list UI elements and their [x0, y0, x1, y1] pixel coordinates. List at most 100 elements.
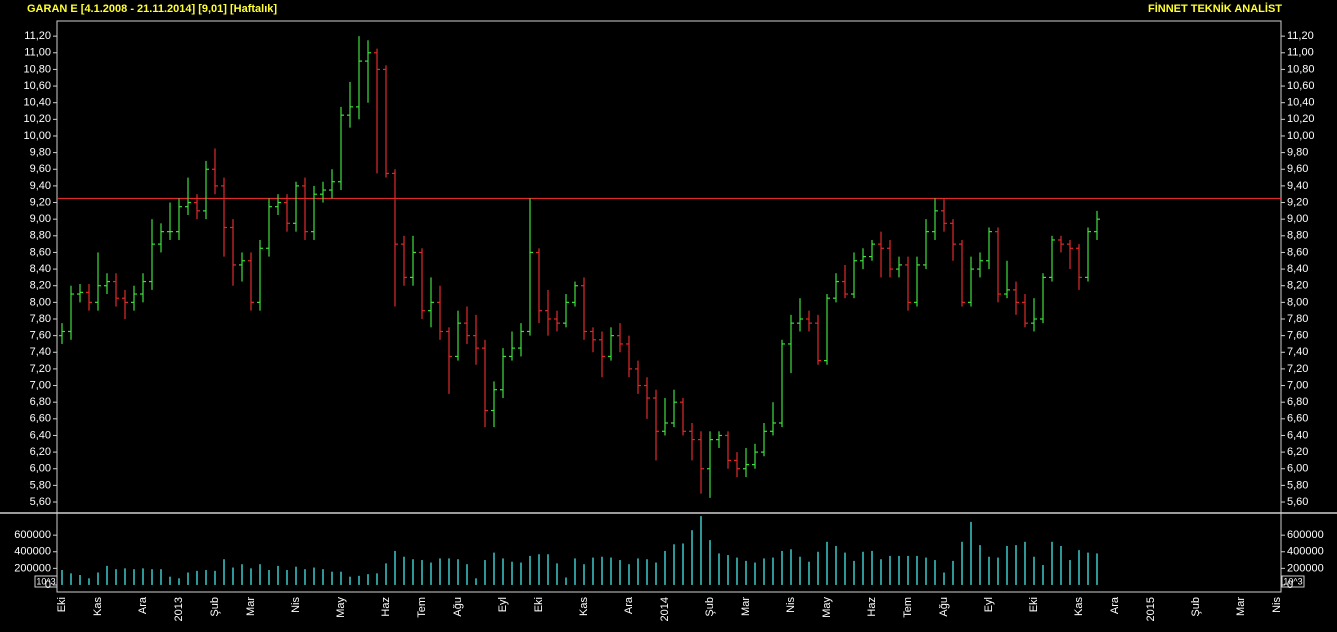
x-tick-label: Eki	[1028, 597, 1040, 612]
y-tick-label: 9,20	[30, 196, 51, 208]
y-tick-label: 10,40	[23, 97, 51, 109]
y-tick-label: 10,00	[1287, 130, 1315, 142]
y-tick-label: 7,00	[30, 379, 51, 391]
x-tick-label: Eyl	[983, 597, 995, 612]
x-tick-label: Kas	[1073, 597, 1085, 616]
x-tick-label: Eki	[56, 597, 68, 612]
y-tick-label: 600000	[14, 529, 51, 541]
y-tick-label: 11,20	[24, 30, 51, 42]
y-tick-label: 10,60	[23, 80, 51, 92]
y-tick-label: 10,80	[23, 63, 51, 75]
x-tick-label: Ara	[1109, 596, 1121, 614]
x-tick-label: Şub	[209, 597, 221, 617]
y-tick-label: 11,00	[1287, 47, 1314, 59]
y-tick-label: 600000	[1287, 529, 1324, 541]
x-tick-label: Tem	[902, 597, 914, 618]
y-tick-label: 5,60	[1287, 496, 1308, 508]
y-tick-label: 9,60	[1287, 163, 1308, 175]
y-tick-label: 8,60	[30, 246, 51, 258]
y-tick-label: 6,80	[30, 396, 51, 408]
y-tick-label: 5,60	[30, 496, 51, 508]
y-tick-label: 9,00	[1287, 213, 1308, 225]
y-tick-label: 9,40	[1287, 180, 1308, 192]
y-tick-label: 6,00	[30, 463, 51, 475]
y-tick-label: 200000	[1287, 562, 1324, 574]
y-tick-label: 8,80	[30, 230, 51, 242]
unit-label: 10^3	[1283, 576, 1302, 586]
y-tick-label: 9,00	[30, 213, 51, 225]
x-tick-label: Ara	[623, 596, 635, 614]
brand: FİNNET TEKNİK ANALİST	[1148, 2, 1282, 15]
y-tick-label: 8,40	[30, 263, 51, 275]
y-tick-label: 8,00	[30, 296, 51, 308]
x-tick-label: Mar	[245, 597, 257, 616]
unit-box	[34, 575, 58, 588]
y-tick-label: 200000	[14, 562, 51, 574]
unit-label: 10^3	[36, 576, 55, 586]
x-tick-label: Eyl	[497, 597, 509, 612]
y-tick-label: 400000	[1287, 546, 1324, 558]
y-tick-label: 11,20	[1287, 30, 1314, 42]
plot-frame	[56, 20, 1282, 593]
y-tick-label: 5,80	[1287, 479, 1308, 491]
x-tick-label: Kas	[92, 597, 104, 616]
y-tick-label: 5,80	[30, 479, 51, 491]
y-tick-label: 6,20	[1287, 446, 1308, 458]
y-tick-label: 7,80	[1287, 313, 1308, 325]
y-tick-label: 7,40	[1287, 346, 1308, 358]
y-tick-label: 6,40	[1287, 429, 1308, 441]
y-tick-label: 9,60	[30, 163, 51, 175]
x-tick-label: Tem	[416, 597, 428, 618]
x-tick-label: Haz	[380, 597, 392, 617]
y-tick-label: 10,00	[23, 130, 51, 142]
x-tick-label: Şub	[704, 597, 716, 617]
y-tick-label: 8,40	[1287, 263, 1308, 275]
y-tick-label: 7,60	[1287, 330, 1308, 342]
y-tick-label: 7,20	[1287, 363, 1308, 375]
x-tick-label: Haz	[866, 597, 878, 617]
x-tick-label: Mar	[740, 597, 752, 616]
y-tick-label: 10,20	[1287, 113, 1315, 125]
x-tick-label: May	[335, 597, 347, 618]
y-tick-label: 7,60	[30, 330, 51, 342]
chart-title: GARAN E [4.1.2008 - 21.11.2014] [9,01] […	[27, 3, 277, 15]
y-tick-label: 10,80	[1287, 63, 1315, 75]
unit-box	[1281, 575, 1305, 588]
y-tick-label: 6,60	[30, 413, 51, 425]
y-tick-label: 0	[45, 579, 51, 591]
x-tick-label: Mar	[1235, 597, 1247, 616]
x-tick-label: 2014	[659, 597, 671, 621]
y-tick-label: 9,40	[30, 180, 51, 192]
y-tick-label: 10,20	[23, 113, 51, 125]
y-tick-label: 7,20	[30, 363, 51, 375]
y-tick-label: 8,20	[30, 280, 51, 292]
y-tick-label: 0	[1287, 579, 1293, 591]
x-tick-label: Ağu	[938, 597, 950, 617]
x-tick-label: Eki	[533, 597, 545, 612]
y-tick-label: 10,60	[1287, 80, 1315, 92]
x-tick-label: Nis	[290, 597, 302, 613]
x-tick-label: 2013	[173, 597, 185, 621]
x-tick-label: May	[821, 597, 833, 618]
y-tick-label: 9,80	[1287, 147, 1308, 159]
y-tick-label: 8,80	[1287, 230, 1308, 242]
x-tick-label: Nis	[1271, 597, 1283, 613]
x-tick-label: Ara	[137, 596, 149, 614]
y-tick-label: 7,80	[30, 313, 51, 325]
y-tick-label: 6,00	[1287, 463, 1308, 475]
y-tick-label: 6,80	[1287, 396, 1308, 408]
x-tick-label: Şub	[1190, 597, 1202, 617]
y-tick-label: 8,00	[1287, 296, 1308, 308]
y-tick-label: 8,20	[1287, 280, 1308, 292]
y-tick-label: 9,80	[30, 147, 51, 159]
y-tick-label: 11,00	[24, 47, 51, 59]
x-tick-label: Ağu	[452, 597, 464, 617]
y-tick-label: 6,20	[30, 446, 51, 458]
y-tick-label: 7,00	[1287, 379, 1308, 391]
y-tick-label: 6,40	[30, 429, 51, 441]
y-tick-label: 9,20	[1287, 196, 1308, 208]
x-tick-label: 2015	[1145, 597, 1157, 621]
x-tick-label: Kas	[578, 597, 590, 616]
y-tick-label: 8,60	[1287, 246, 1308, 258]
